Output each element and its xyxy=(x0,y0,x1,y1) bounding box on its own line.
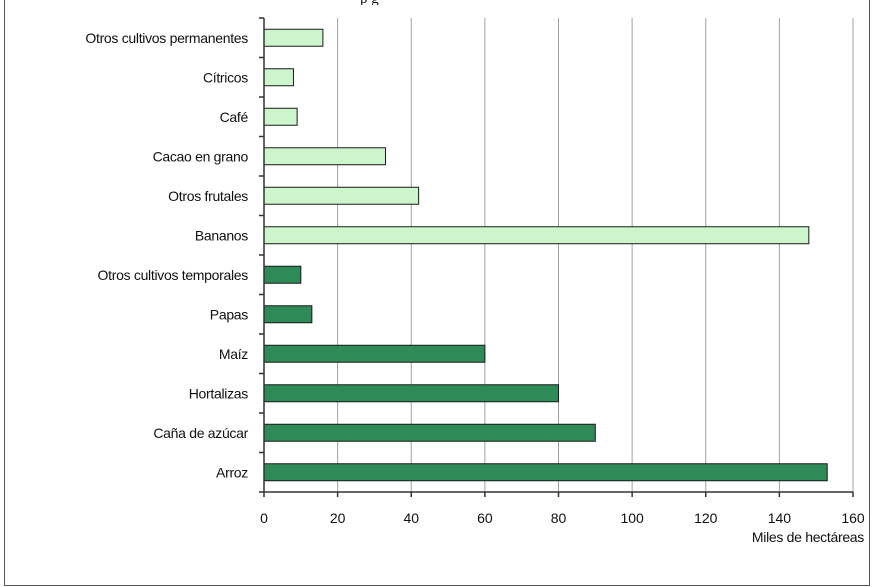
bar-9 xyxy=(263,384,559,403)
bar-1 xyxy=(263,68,294,87)
x-tick-label-0: 0 xyxy=(260,510,268,526)
category-label-1: Cítricos xyxy=(203,69,248,85)
category-label-3: Cacao en grano xyxy=(153,148,249,164)
bar-0 xyxy=(263,28,324,47)
category-label-0: Otros cultivos permanentes xyxy=(85,30,248,46)
category-label-6: Otros cultivos temporales xyxy=(98,267,249,283)
category-label-8: Maíz xyxy=(219,346,248,362)
bar-4 xyxy=(263,186,420,205)
cropped-caption: p g xyxy=(0,0,874,5)
x-axis-label: Miles de hectáreas xyxy=(752,529,864,545)
category-label-7: Papas xyxy=(210,306,248,322)
category-label-9: Hortalizas xyxy=(189,385,249,401)
chart-frame xyxy=(4,0,870,586)
category-label-4: Otros frutales xyxy=(168,188,248,204)
x-tick-label-3: 60 xyxy=(477,510,493,526)
x-tick-label-7: 140 xyxy=(768,510,792,526)
bar-8 xyxy=(263,344,486,363)
bar-11 xyxy=(263,463,828,482)
x-tick-label-8: 160 xyxy=(841,510,865,526)
cropped-caption-text: p g xyxy=(360,0,379,5)
x-tick-label-6: 120 xyxy=(694,510,718,526)
category-label-5: Bananos xyxy=(195,227,248,243)
category-label-10: Caña de azúcar xyxy=(153,425,248,441)
bar-3 xyxy=(263,147,386,166)
category-label-11: Arroz xyxy=(216,464,248,480)
bar-5 xyxy=(263,226,810,245)
bar-6 xyxy=(263,265,302,284)
x-tick-label-2: 40 xyxy=(403,510,419,526)
x-tick-label-1: 20 xyxy=(330,510,346,526)
bar-2 xyxy=(263,107,298,126)
x-tick-label-4: 80 xyxy=(551,510,567,526)
category-label-2: Café xyxy=(220,109,249,125)
bar-7 xyxy=(263,305,313,324)
x-tick-label-5: 100 xyxy=(620,510,644,526)
bar-10 xyxy=(263,423,596,442)
